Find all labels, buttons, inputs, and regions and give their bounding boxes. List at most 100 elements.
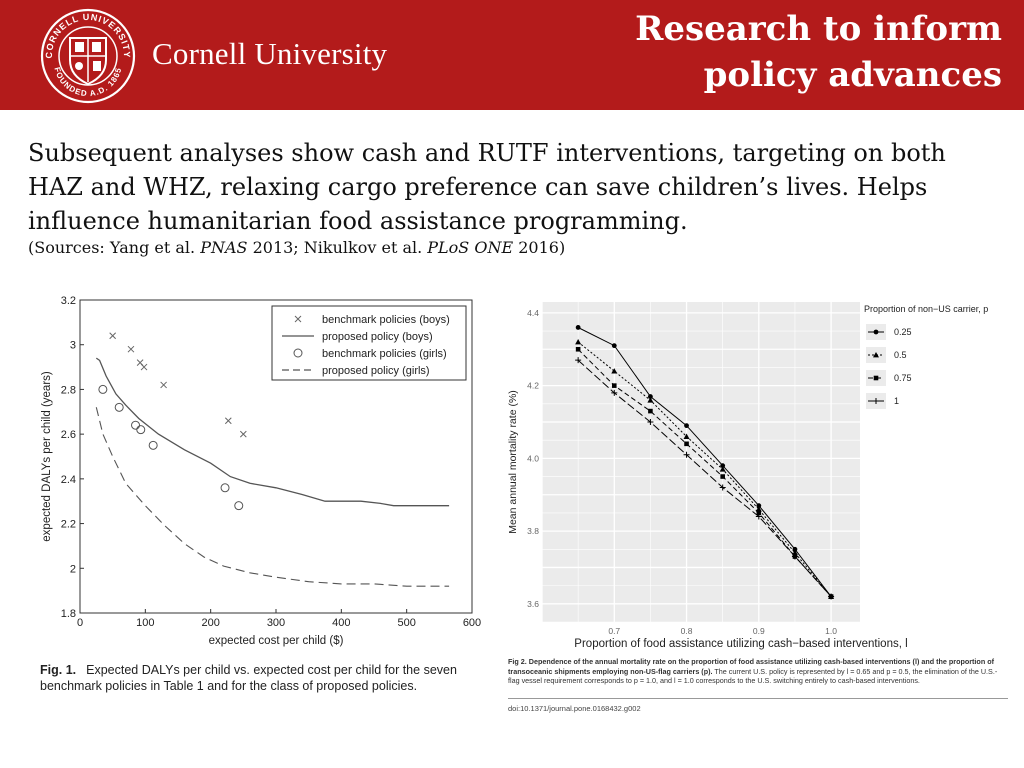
fig2-legend-marker <box>873 398 879 404</box>
fig1-caption-text: Expected DALYs per child vs. expected co… <box>40 663 457 693</box>
fig2-legend-marker <box>873 352 879 358</box>
fig1-y-axis-label: expected DALYs per child (years) <box>41 371 53 542</box>
fig2-point-p-0.5 <box>611 368 618 374</box>
fig2-x-tick-label: 0.8 <box>681 626 693 636</box>
fig2-point-p-0.75 <box>684 441 689 447</box>
fig2-point-p-0.5 <box>719 466 726 472</box>
fig2-point-p-1 <box>719 484 726 491</box>
fig2-legend-marker <box>873 375 879 381</box>
fig2-point-p-1 <box>683 451 690 458</box>
fig1-point-girls <box>148 440 158 450</box>
body-paragraph: Subsequent analyses show cash and RUTF i… <box>28 139 946 235</box>
fig2-point-p-0.25 <box>611 343 617 349</box>
fig2-line-p-1 <box>577 359 832 597</box>
header-banner: CORNELL UNIVERSITY FOUNDED A.D. 1865 Cor… <box>0 0 1024 110</box>
fig1-y-tick-label: 2.4 <box>61 474 76 486</box>
fig1-x-tick-label: 300 <box>267 617 285 629</box>
fig2-point-p-1 <box>755 513 762 520</box>
fig1-point-boys <box>140 363 148 371</box>
fig2-point-p-0.25 <box>648 394 653 399</box>
fig2-point-p-0.5 <box>647 397 654 403</box>
fig2-point-p-0.75 <box>648 408 653 414</box>
fig2-point-p-0.5 <box>575 339 582 345</box>
fig2-legend-label: 1 <box>894 396 899 406</box>
fig2-plot-panel <box>542 302 860 622</box>
fig1-y-tick-label: 3 <box>70 340 76 352</box>
fig2-point-p-0.75 <box>756 510 762 516</box>
fig1-point-boys <box>224 417 232 425</box>
fig1-legend-label: proposed policy (girls) <box>322 365 430 377</box>
fig1-x-tick-label: 500 <box>397 617 415 629</box>
fig1-legend-label: proposed policy (boys) <box>322 331 433 343</box>
fig2-point-p-1 <box>575 357 582 364</box>
fig2-line-p-0.5 <box>577 341 832 597</box>
fig1-x-tick-label: 100 <box>136 617 154 629</box>
fig1-point-girls <box>234 501 244 511</box>
fig1-x-tick-label: 600 <box>463 617 481 629</box>
fig2-point-p-0.25 <box>792 546 798 552</box>
fig2-point-p-0.25 <box>684 423 689 429</box>
university-name: Cornell University <box>152 36 388 71</box>
fig2-point-p-1 <box>647 419 654 425</box>
fig1-x-tick-label: 400 <box>332 617 350 629</box>
fig2-caption-text: The current U.S. policy is represented b… <box>508 666 998 686</box>
fig2-point-p-0.75 <box>720 474 725 479</box>
caption-divider <box>508 698 1008 699</box>
fig1-y-tick-label: 2 <box>70 563 76 575</box>
fig2-point-p-0.75 <box>575 346 581 352</box>
fig1-point-girls <box>98 384 108 394</box>
fig1-point-girls <box>114 402 124 412</box>
fig2-y-tick-label: 3.8 <box>527 526 539 536</box>
fig2-x-tick-label: 0.7 <box>608 626 620 636</box>
fig1-legend-label: benchmark policies (girls) <box>322 348 447 360</box>
fig1-caption: Fig. 1. Expected DALYs per child vs. expe… <box>40 662 480 694</box>
fig2-point-p-1 <box>611 389 618 396</box>
fig1-point-boys <box>127 345 135 353</box>
fig2-caption: Fig 2. Dependence of the annual mortalit… <box>508 657 1008 686</box>
fig1-legend-label: benchmark policies (boys) <box>322 314 450 326</box>
fig1-y-tick-label: 2.2 <box>61 519 76 531</box>
fig2-y-tick-label: 4.2 <box>527 381 539 391</box>
fig2-point-p-0.25 <box>575 325 581 330</box>
cornell-seal-logo: CORNELL UNIVERSITY FOUNDED A.D. 1865 <box>40 8 136 104</box>
fig1-x-axis-label: expected cost per child ($) <box>209 635 344 647</box>
fig2-legend-title: Proportion of non−US carrier, p <box>864 304 988 314</box>
fig1-legend-marker-x <box>294 315 302 323</box>
fig2-legend-label: 0.5 <box>894 350 907 360</box>
fig1-x-tick-label: 0 <box>77 617 83 629</box>
fig2-point-p-0.25 <box>720 463 726 469</box>
fig2-doi: doi:10.1371/journal.pone.0168432.g002 <box>508 704 641 713</box>
fig2-point-p-0.5 <box>683 433 690 439</box>
fig2-line-p-0.75 <box>577 348 832 597</box>
fig1-point-boys <box>109 332 117 340</box>
journal-pnas: PNAS <box>200 238 248 257</box>
fig1-line-series-3 <box>95 407 450 587</box>
fig1-point-boys <box>239 430 247 438</box>
fig1-x-tick-label: 200 <box>201 617 219 629</box>
journal-plos-one: PLoS ONE <box>427 238 514 257</box>
fig1-point-girls <box>220 483 230 493</box>
fig1-line-series-1 <box>95 357 450 507</box>
fig2-x-tick-label: 1.0 <box>825 626 837 636</box>
fig2-y-axis-label: Mean annual mortality rate (%) <box>507 390 519 534</box>
fig2-y-tick-label: 4.4 <box>527 308 539 318</box>
fig2-y-tick-label: 4.0 <box>527 453 539 463</box>
fig2-mortality-rate-chart: 0.7 0.8 0.9 1.0 3.6 3.8 4.0 4.2 4.4 Proportion of… <box>506 296 1010 652</box>
fig1-point-girls <box>136 425 146 435</box>
fig2-x-tick-label: 0.9 <box>753 626 765 636</box>
fig1-y-tick-label: 1.8 <box>61 608 76 620</box>
fig2-x-axis-label: Proportion of food assistance utilizing … <box>574 638 907 650</box>
fig1-y-tick-label: 2.8 <box>61 384 76 396</box>
fig2-legend-label: 0.75 <box>894 373 912 383</box>
sources-line: (Sources: Yang et al. PNAS 2013; Nikulko… <box>28 238 566 257</box>
fig2-legend-label: 0.25 <box>894 327 912 337</box>
fig1-y-tick-label: 2.6 <box>61 429 76 441</box>
fig2-point-p-1 <box>791 553 798 560</box>
fig2-point-p-0.75 <box>611 383 617 388</box>
fig1-point-boys <box>160 381 167 389</box>
slide-title-line2: policy advances <box>703 55 1002 95</box>
fig1-legend-marker-o <box>293 348 303 358</box>
fig1-dalys-vs-cost-chart: 0 100 200 300 400 500 600 1.8 2 2.2 2.4 2.6 2.8 3 3.2 e… <box>41 295 481 647</box>
slide-title: Research to inform policy advances <box>562 6 1002 98</box>
fig2-y-tick-label: 3.6 <box>527 599 539 609</box>
